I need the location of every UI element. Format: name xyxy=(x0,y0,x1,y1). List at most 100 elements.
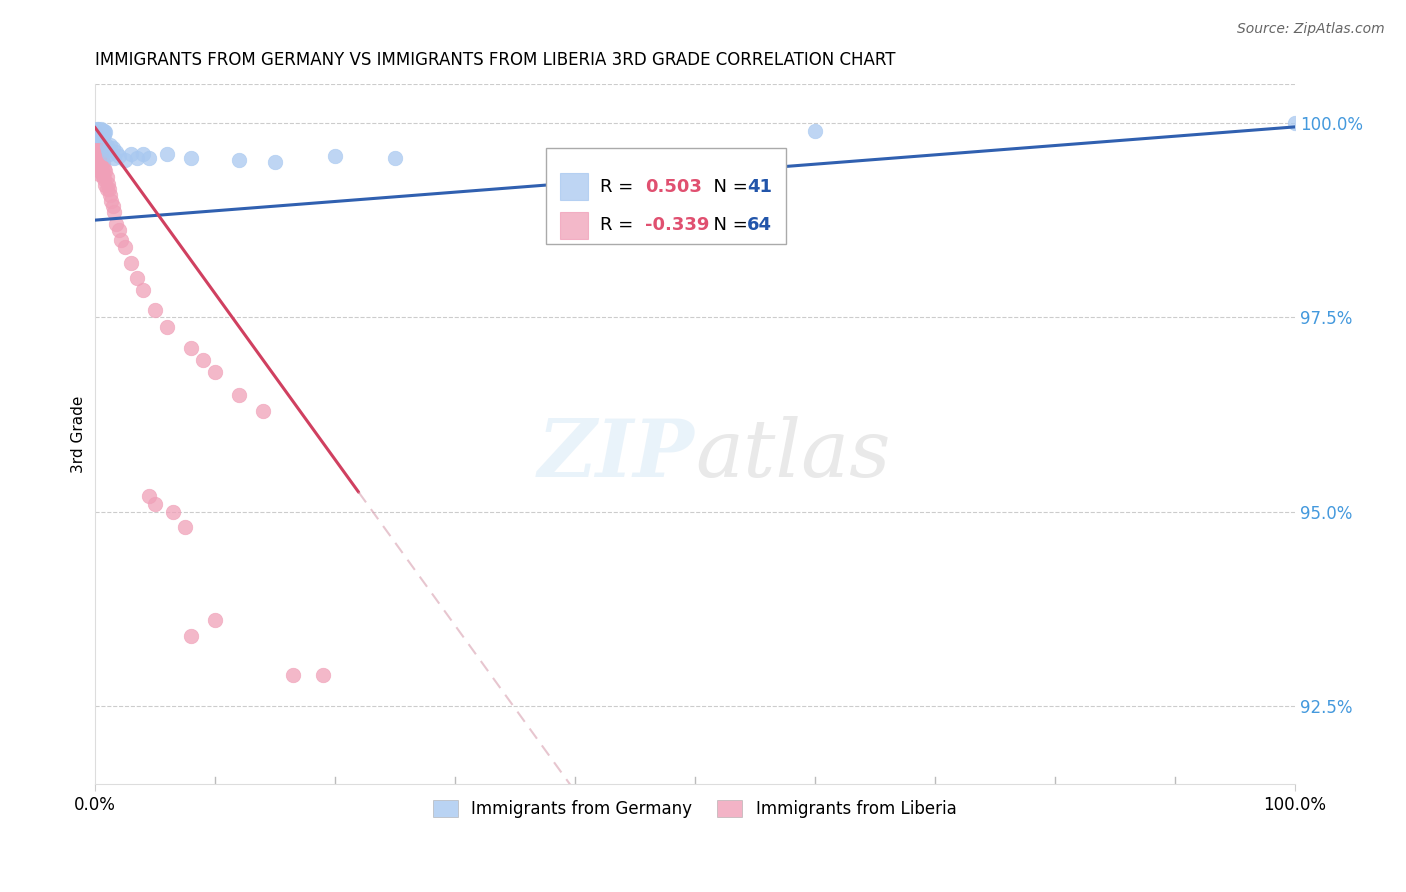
Text: R =: R = xyxy=(600,178,638,195)
Text: 64: 64 xyxy=(748,216,772,235)
Text: IMMIGRANTS FROM GERMANY VS IMMIGRANTS FROM LIBERIA 3RD GRADE CORRELATION CHART: IMMIGRANTS FROM GERMANY VS IMMIGRANTS FR… xyxy=(94,51,896,69)
Point xyxy=(120,256,142,270)
Point xyxy=(86,145,108,159)
Point xyxy=(93,161,115,175)
Point xyxy=(87,128,110,142)
Point xyxy=(83,159,105,173)
Point xyxy=(155,147,177,161)
Text: 41: 41 xyxy=(748,178,772,195)
Point xyxy=(125,271,148,285)
Point xyxy=(93,128,115,142)
Point xyxy=(281,668,304,682)
Point xyxy=(91,125,114,139)
Point xyxy=(90,162,112,177)
Text: ZIP: ZIP xyxy=(538,417,695,493)
Point xyxy=(138,489,160,503)
Point xyxy=(86,133,108,147)
Point xyxy=(87,151,110,165)
Point xyxy=(89,124,111,138)
Point xyxy=(103,151,125,165)
Point xyxy=(91,154,114,169)
Point xyxy=(228,153,250,168)
Point xyxy=(97,177,120,191)
Text: N =: N = xyxy=(703,178,754,195)
Point xyxy=(90,124,112,138)
Point xyxy=(125,151,148,165)
Point xyxy=(228,388,250,402)
Point xyxy=(1284,116,1306,130)
Point xyxy=(105,217,128,231)
Text: R =: R = xyxy=(600,216,638,235)
Point xyxy=(173,520,195,534)
Point xyxy=(162,505,184,519)
Point xyxy=(263,154,285,169)
Point xyxy=(143,497,166,511)
Point xyxy=(98,182,121,196)
Point xyxy=(90,159,112,173)
Point xyxy=(107,148,129,162)
Point xyxy=(90,125,112,139)
Point xyxy=(204,365,226,379)
Point xyxy=(98,187,121,202)
Point xyxy=(100,194,122,208)
Point xyxy=(93,124,115,138)
Point xyxy=(180,629,202,643)
Point xyxy=(93,172,115,186)
Point xyxy=(94,125,117,139)
Point xyxy=(87,125,110,139)
Point xyxy=(804,124,827,138)
Point xyxy=(84,128,107,142)
Point xyxy=(98,137,121,152)
Point xyxy=(131,147,153,161)
Point xyxy=(89,154,111,169)
Point xyxy=(84,124,107,138)
FancyBboxPatch shape xyxy=(561,211,589,238)
Y-axis label: 3rd Grade: 3rd Grade xyxy=(72,395,86,473)
Point xyxy=(94,164,117,178)
Point xyxy=(131,283,153,297)
Point xyxy=(90,147,112,161)
Point xyxy=(91,169,114,183)
Point xyxy=(83,136,105,150)
Point xyxy=(90,151,112,165)
Point xyxy=(87,122,110,136)
Point xyxy=(87,139,110,153)
Point xyxy=(83,147,105,161)
Point xyxy=(96,182,118,196)
Point xyxy=(105,145,128,159)
Point xyxy=(311,668,333,682)
Point xyxy=(94,178,117,193)
Point xyxy=(91,128,114,142)
Point xyxy=(83,124,105,138)
Point xyxy=(83,128,105,142)
Point xyxy=(87,162,110,177)
Point xyxy=(120,147,142,161)
Point xyxy=(191,353,214,368)
Point xyxy=(252,403,274,417)
Point xyxy=(103,205,125,219)
Text: Source: ZipAtlas.com: Source: ZipAtlas.com xyxy=(1237,22,1385,37)
Point xyxy=(138,151,160,165)
Point xyxy=(384,151,406,165)
Text: N =: N = xyxy=(703,216,754,235)
Point xyxy=(86,156,108,170)
Point xyxy=(107,223,129,237)
Point xyxy=(96,139,118,153)
Point xyxy=(101,141,124,155)
Point xyxy=(84,128,107,142)
Point xyxy=(90,122,112,136)
Text: -0.339: -0.339 xyxy=(645,216,709,235)
FancyBboxPatch shape xyxy=(546,148,786,244)
Point xyxy=(143,302,166,317)
Point xyxy=(86,125,108,139)
Point xyxy=(97,143,120,157)
Point xyxy=(180,342,202,356)
Point xyxy=(204,614,226,628)
Point xyxy=(114,240,136,254)
Point xyxy=(101,199,124,213)
Point xyxy=(84,139,107,153)
Point xyxy=(90,128,112,142)
Point xyxy=(110,233,132,247)
Point xyxy=(180,151,202,165)
Point xyxy=(86,122,108,136)
